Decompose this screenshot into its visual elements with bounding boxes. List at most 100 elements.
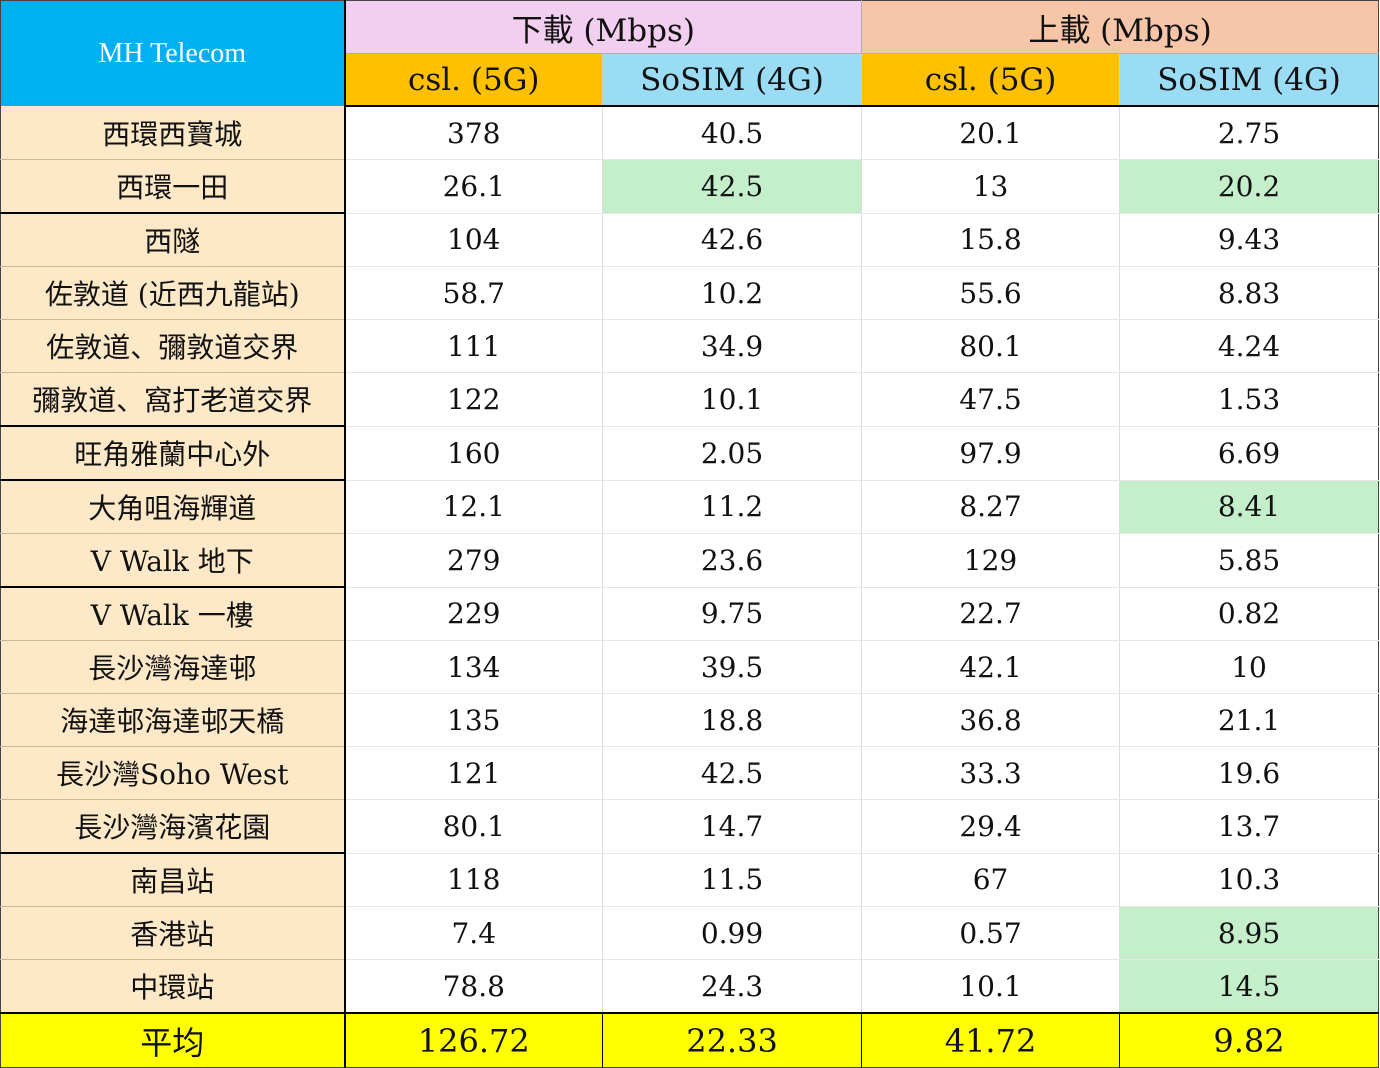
- value-download-sosim: 42.6: [602, 213, 863, 267]
- value-download-sosim: 10.1: [602, 372, 863, 427]
- value-upload-sosim: 8.95: [1119, 906, 1379, 960]
- average-value-upload-sosim: 9.82: [1119, 1012, 1379, 1068]
- carrier-header-download-sosim: SoSIM (4G): [602, 53, 863, 107]
- value-download-csl: 229: [344, 587, 603, 641]
- table-row: 長沙灣海濱花園 80.1 14.7 29.4 13.7: [0, 799, 1379, 854]
- table-row: 彌敦道、窩打老道交界 122 10.1 47.5 1.53: [0, 372, 1379, 427]
- table-row: 旺角雅蘭中心外 160 2.05 97.9 6.69: [0, 426, 1379, 481]
- value-upload-csl: 129: [861, 533, 1121, 588]
- value-download-csl: 26.1: [344, 159, 603, 214]
- value-upload-csl: 0.57: [861, 906, 1121, 960]
- value-download-sosim: 11.5: [602, 853, 863, 907]
- header-row-groups: MH Telecom 下載 (Mbps) 上載 (Mbps): [0, 0, 1379, 106]
- table-row: 大角咀海輝道 12.1 11.2 8.27 8.41: [0, 480, 1379, 534]
- value-upload-csl: 8.27: [861, 480, 1121, 534]
- value-download-sosim: 14.7: [602, 799, 863, 854]
- value-download-sosim: 18.8: [602, 693, 863, 747]
- table-row: 佐敦道、彌敦道交界 111 34.9 80.1 4.24: [0, 319, 1379, 373]
- value-upload-csl: 20.1: [861, 106, 1121, 160]
- value-upload-sosim: 6.69: [1119, 426, 1379, 481]
- average-value-download-csl: 126.72: [344, 1012, 603, 1068]
- value-upload-csl: 67: [861, 853, 1121, 907]
- location-cell: 長沙灣海濱花園: [0, 799, 346, 854]
- location-cell: 南昌站: [0, 853, 346, 907]
- value-upload-csl: 55.6: [861, 266, 1121, 320]
- value-download-csl: 121: [344, 746, 603, 800]
- table-row: 西環一田 26.1 42.5 13 20.2: [0, 159, 1379, 214]
- value-download-csl: 111: [344, 319, 603, 373]
- value-download-csl: 7.4: [344, 906, 603, 960]
- location-cell: 海達邨海達邨天橋: [0, 693, 346, 747]
- value-upload-sosim: 9.43: [1119, 213, 1379, 267]
- brand-title: MH Telecom: [0, 0, 346, 106]
- table-row: 南昌站 118 11.5 67 10.3: [0, 853, 1379, 907]
- value-upload-csl: 36.8: [861, 693, 1121, 747]
- table-body: 西環西寶城 378 40.5 20.1 2.75 西環一田 26.1 42.5 13 20.2 西隧…: [0, 106, 1379, 1014]
- table-row: 西環西寶城 378 40.5 20.1 2.75: [0, 106, 1379, 160]
- value-upload-csl: 10.1: [861, 959, 1121, 1014]
- value-upload-sosim: 8.83: [1119, 266, 1379, 320]
- carrier-header-download-csl: csl. (5G): [344, 53, 603, 107]
- header-row-carriers: csl. (5G) SoSIM (4G) csl. (5G) SoSIM (4G…: [1, 53, 1379, 107]
- value-upload-sosim: 5.85: [1119, 533, 1379, 588]
- value-download-csl: 134: [344, 640, 603, 694]
- value-upload-csl: 33.3: [861, 746, 1121, 800]
- download-group-header: 下載 (Mbps): [344, 0, 863, 54]
- value-upload-sosim: 19.6: [1119, 746, 1379, 800]
- value-download-csl: 58.7: [344, 266, 603, 320]
- value-upload-sosim: 13.7: [1119, 799, 1379, 854]
- value-upload-sosim: 1.53: [1119, 372, 1379, 427]
- average-value-upload-csl: 41.72: [861, 1012, 1121, 1068]
- value-download-csl: 80.1: [344, 799, 603, 854]
- value-download-csl: 12.1: [344, 480, 603, 534]
- location-cell: 佐敦道、彌敦道交界: [0, 319, 346, 373]
- table-row: 長沙灣Soho West 121 42.5 33.3 19.6: [0, 746, 1379, 800]
- table-row: 佐敦道 (近西九龍站) 58.7 10.2 55.6 8.83: [0, 266, 1379, 320]
- location-cell: 長沙灣Soho West: [0, 746, 346, 800]
- upload-group-header: 上載 (Mbps): [861, 0, 1379, 54]
- table-row: 香港站 7.4 0.99 0.57 8.95: [0, 906, 1379, 960]
- location-cell: 西環一田: [0, 159, 346, 214]
- value-upload-sosim: 4.24: [1119, 319, 1379, 373]
- value-upload-sosim: 20.2: [1119, 159, 1379, 214]
- value-download-sosim: 42.5: [602, 746, 863, 800]
- average-label: 平均: [0, 1012, 346, 1068]
- value-download-sosim: 24.3: [602, 959, 863, 1014]
- location-cell: 中環站: [0, 959, 346, 1014]
- value-upload-csl: 80.1: [861, 319, 1121, 373]
- average-value-download-sosim: 22.33: [602, 1012, 863, 1068]
- value-download-csl: 160: [344, 426, 603, 481]
- value-upload-sosim: 0.82: [1119, 587, 1379, 641]
- value-download-sosim: 0.99: [602, 906, 863, 960]
- value-upload-csl: 15.8: [861, 213, 1121, 267]
- value-download-sosim: 40.5: [602, 106, 863, 160]
- value-download-csl: 118: [344, 853, 603, 907]
- table-row: 中環站 78.8 24.3 10.1 14.5: [0, 959, 1379, 1014]
- value-upload-sosim: 10.3: [1119, 853, 1379, 907]
- location-cell: 長沙灣海達邨: [0, 640, 346, 694]
- location-cell: 香港站: [0, 906, 346, 960]
- value-download-csl: 104: [344, 213, 603, 267]
- location-cell: 旺角雅蘭中心外: [0, 426, 346, 481]
- value-upload-csl: 29.4: [861, 799, 1121, 854]
- table-row: V Walk 一樓 229 9.75 22.7 0.82: [0, 587, 1379, 641]
- location-cell: V Walk 地下: [0, 533, 346, 588]
- value-download-sosim: 34.9: [602, 319, 863, 373]
- value-upload-csl: 13: [861, 159, 1121, 214]
- value-upload-csl: 47.5: [861, 372, 1121, 427]
- value-download-csl: 135: [344, 693, 603, 747]
- value-download-csl: 378: [344, 106, 603, 160]
- carrier-header-upload-csl: csl. (5G): [861, 53, 1121, 107]
- table-row: V Walk 地下 279 23.6 129 5.85: [0, 533, 1379, 588]
- value-download-sosim: 39.5: [602, 640, 863, 694]
- value-download-sosim: 42.5: [602, 159, 863, 214]
- value-upload-sosim: 14.5: [1119, 959, 1379, 1014]
- value-upload-csl: 22.7: [861, 587, 1121, 641]
- location-cell: 大角咀海輝道: [0, 480, 346, 534]
- value-download-csl: 279: [344, 533, 603, 588]
- location-cell: 佐敦道 (近西九龍站): [0, 266, 346, 320]
- location-cell: 彌敦道、窩打老道交界: [0, 372, 346, 427]
- average-row: 平均 126.72 22.33 41.72 9.82: [0, 1012, 1379, 1068]
- value-download-sosim: 2.05: [602, 426, 863, 481]
